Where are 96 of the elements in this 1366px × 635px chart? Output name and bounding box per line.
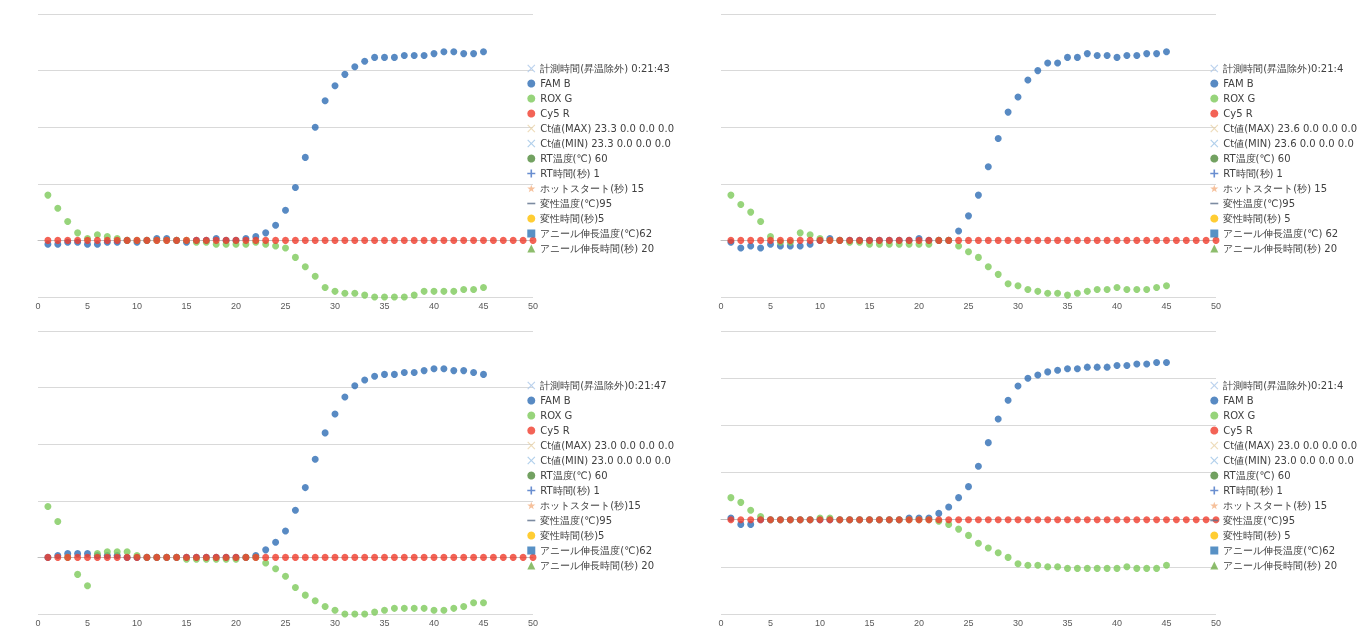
x-tick-label: 20 [913,300,925,311]
legend-label: ホットスタート(秒) 15 [540,183,644,194]
x-tick-label: 25 [963,300,974,311]
x-tick-label: 15 [864,300,875,311]
legend-label: RT時間(秒) 1 [540,485,600,496]
legend-label: 変性時間(秒) 5 [1223,213,1291,224]
x-tick-label: 0 [718,300,724,311]
legend-label: Ct値(MIN) 23.6 0.0 0.0 0.0 [1223,138,1354,149]
x-tick-label: 45 [478,300,489,311]
legend-label: FAM B [1223,395,1254,406]
legend-label: 変性温度(℃)95 [540,515,613,526]
legend-label: RT温度(℃) 60 [540,470,608,481]
x-tick-label: 5 [84,617,91,628]
legend-label: Ct値(MIN) 23.3 0.0 0.0 0.0 [540,138,671,149]
x-tick-label: 5 [767,617,774,628]
legend-label: 計測時間(昇温除外)0:21:4 [1223,63,1344,74]
legend-label: アニール伸長時間(秒) 20 [1223,560,1337,571]
x-tick-label: 25 [280,300,291,311]
x-tick-label: 5 [767,300,774,311]
x-tick-label: 30 [329,617,341,628]
legend-label: アニール伸長時間(秒) 20 [540,560,654,571]
x-tick-label: 50 [1210,300,1222,311]
x-tick-label: 25 [963,617,974,628]
x-tick-label: 30 [1012,617,1024,628]
x-tick-label: 35 [1062,300,1073,311]
x-tick-label: 20 [913,617,925,628]
legend-label: ROX G [540,410,573,421]
legend-label: ホットスタート(秒) 15 [1223,500,1327,511]
x-tick-label: 50 [1210,617,1222,628]
x-tick-label: 40 [1111,617,1123,628]
x-tick-label: 50 [527,300,539,311]
x-tick-label: 15 [181,300,192,311]
x-tick-label: 10 [814,300,826,311]
x-tick-label: 35 [1062,617,1073,628]
legend-label: Cy5 R [1223,425,1253,436]
x-tick-label: 30 [329,300,341,311]
x-tick-label: 45 [1161,300,1172,311]
legend-label: RT時間(秒) 1 [1223,168,1283,179]
x-tick-label: 0 [35,300,41,311]
x-tick-label: 20 [230,300,242,311]
legend-label: ROX G [1223,93,1256,104]
x-tick-label: 15 [181,617,192,628]
x-tick-label: 30 [1012,300,1024,311]
legend-label: RT温度(℃) 60 [1223,153,1291,164]
legend-label: 計測時間(昇温除外) 0:21:43 [540,63,670,74]
legend-label: Ct値(MAX) 23.6 0.0 0.0 0.0 [1223,123,1357,134]
x-tick-label: 45 [478,617,489,628]
legend-label: FAM B [540,395,571,406]
legend-label: Ct値(MAX) 23.0 0.0 0.0 0.0 [540,440,674,451]
x-tick-label: 35 [379,300,390,311]
legend-label: アニール伸長温度(℃)62 [1223,545,1336,556]
x-tick-label: 40 [428,300,440,311]
legend-label: 変性時間(秒) 5 [1223,530,1291,541]
legend-label: ホットスタート(秒) 15 [1223,183,1327,194]
legend-label: ROX G [1223,410,1256,421]
legend-label: アニール伸長温度(℃)62 [540,228,653,239]
legend-label: RT時間(秒) 1 [1223,485,1283,496]
legend-label: RT温度(℃) 60 [1223,470,1291,481]
legend-label: 変性時間(秒)5 [540,213,605,224]
x-tick-label: 15 [864,617,875,628]
legend-label: アニール伸長温度(℃)62 [540,545,653,556]
x-tick-label: 0 [718,617,724,628]
legend-label: Ct値(MAX) 23.3 0.0 0.0 0.0 [540,123,674,134]
legend-label: 変性温度(℃)95 [1223,198,1296,209]
x-tick-label: 5 [84,300,91,311]
legend-label: アニール伸長時間(秒) 20 [1223,243,1337,254]
legend-label: 計測時間(昇温除外)0:21:4 [1223,380,1344,391]
legend-label: 計測時間(昇温除外)0:21:47 [540,380,667,391]
legend-label: 変性温度(℃)95 [540,198,613,209]
legend-label: Ct値(MAX) 23.0 0.0 0.0 0.0 [1223,440,1357,451]
legend-label: ROX G [540,93,573,104]
legend-label: Cy5 R [540,108,570,119]
legend-label: RT温度(℃) 60 [540,153,608,164]
x-tick-label: 50 [527,617,539,628]
x-tick-label: 45 [1161,617,1172,628]
x-tick-label: 40 [1111,300,1123,311]
x-tick-label: 40 [428,617,440,628]
x-tick-label: 35 [379,617,390,628]
legend-label: アニール伸長時間(秒) 20 [540,243,654,254]
legend-label: FAM B [540,78,571,89]
legend-label: FAM B [1223,78,1254,89]
legend-label: Cy5 R [540,425,570,436]
legend-label: Cy5 R [1223,108,1253,119]
x-tick-label: 10 [131,617,143,628]
legend-label: 変性温度(℃)95 [1223,515,1296,526]
x-tick-label: 20 [230,617,242,628]
legend-label: アニール伸長温度(℃) 62 [1223,228,1339,239]
legend-label: ホットスタート(秒)15 [540,500,641,511]
legend-label: 変性時間(秒)5 [540,530,605,541]
legend-label: Ct値(MIN) 23.0 0.0 0.0 0.0 [540,455,671,466]
x-tick-label: 25 [280,617,291,628]
x-tick-label: 0 [35,617,41,628]
legend-label: Ct値(MIN) 23.0 0.0 0.0 0.0 [1223,455,1354,466]
x-tick-label: 10 [814,617,826,628]
legend-label: RT時間(秒) 1 [540,168,600,179]
x-tick-label: 10 [131,300,143,311]
